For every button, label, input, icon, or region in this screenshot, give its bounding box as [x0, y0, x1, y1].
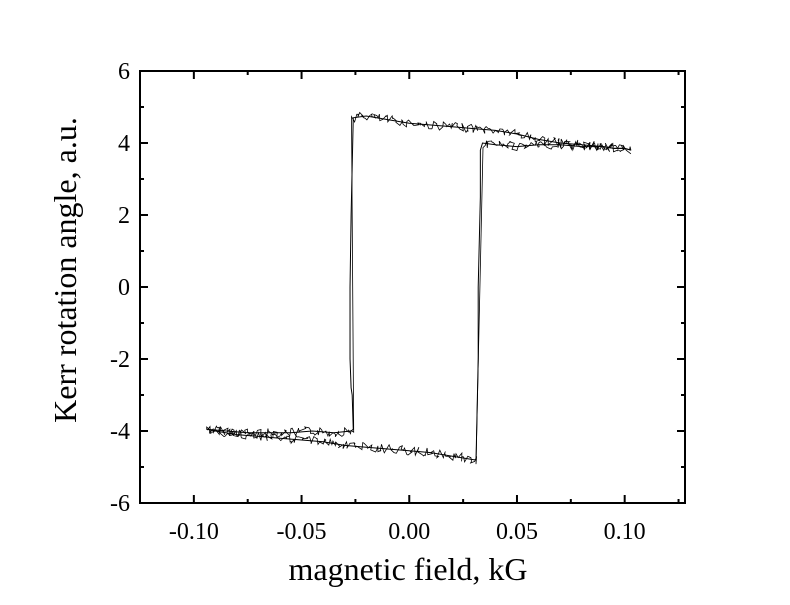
y-tick-label: -2 [110, 347, 130, 373]
x-axis-label: magnetic field, kG [288, 551, 527, 587]
tick-labels: -0.10 -0.05 0.00 0.05 0.10 -6 -4 -2 0 2 4 6 [110, 59, 646, 545]
x-tick-label: 0.05 [496, 519, 538, 545]
y-tick-label: 0 [118, 275, 130, 301]
y-tick-label: -6 [110, 491, 130, 517]
y-tick-label: 2 [118, 203, 130, 229]
x-tick-label: 0.10 [604, 519, 646, 545]
data-series [206, 111, 632, 465]
x-tick-label: 0.00 [388, 519, 430, 545]
y-tick-label: -4 [110, 419, 130, 445]
series-line [206, 142, 632, 461]
series-noise [206, 111, 632, 438]
y-tick-label: 4 [118, 131, 130, 157]
x-tick-label: -0.05 [277, 519, 327, 545]
series-noise [206, 140, 632, 465]
y-axis-label: Kerr rotation angle, a.u. [47, 117, 83, 423]
x-tick-label: -0.10 [169, 519, 219, 545]
series-line [206, 115, 632, 434]
axis-ticks [139, 70, 685, 504]
plot-frame [139, 70, 686, 504]
y-tick-label: 6 [118, 59, 130, 85]
